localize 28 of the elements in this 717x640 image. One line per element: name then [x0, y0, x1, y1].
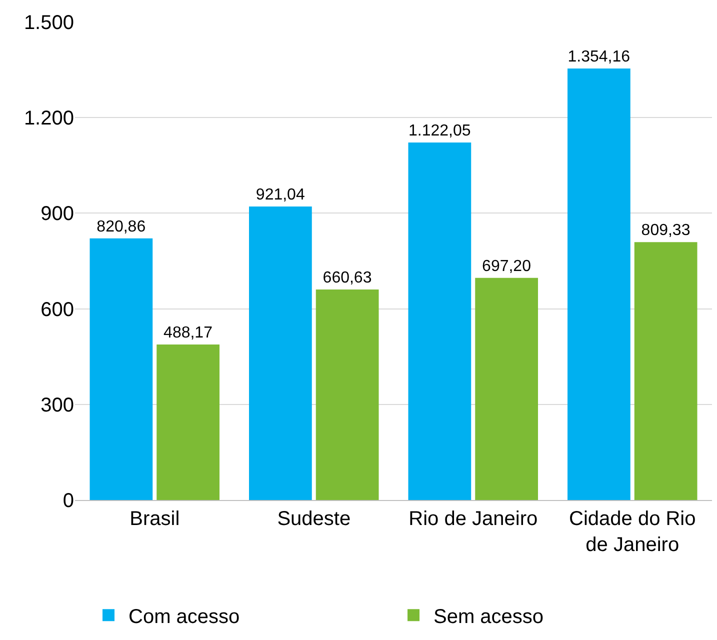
data-label: 1.354,16 — [568, 48, 630, 66]
y-tick-label: 300 — [40, 394, 74, 416]
y-tick-label: 0 — [62, 490, 74, 512]
bar — [249, 206, 312, 500]
legend-label: Sem acesso — [434, 606, 544, 628]
y-tick-label: 900 — [40, 203, 74, 226]
data-label: 660,63 — [322, 269, 372, 286]
bar — [408, 142, 472, 500]
bar — [634, 242, 698, 500]
data-label: 809,33 — [641, 222, 690, 240]
bar — [316, 289, 379, 500]
bar — [156, 344, 220, 500]
y-tick-label: 1.500 — [24, 12, 74, 34]
bar — [475, 278, 538, 500]
x-tick-label: Brasil — [130, 508, 180, 530]
x-tick-label: Rio de Janeiro — [408, 508, 538, 530]
data-label: 697,20 — [482, 258, 532, 275]
x-tick-label: Sudeste — [277, 508, 351, 530]
data-label: 921,04 — [256, 186, 305, 204]
x-tick-label: Cidade do Rio de Janeiro — [569, 508, 696, 556]
data-label: 488,17 — [164, 324, 213, 342]
y-tick-label: 1.200 — [24, 108, 74, 130]
bar — [568, 68, 630, 500]
bar — [90, 238, 153, 500]
legend-label: Com acesso — [128, 606, 240, 628]
data-label: 1.122,05 — [408, 122, 471, 140]
data-label: 820,86 — [96, 218, 146, 236]
y-tick-label: 600 — [40, 298, 74, 321]
